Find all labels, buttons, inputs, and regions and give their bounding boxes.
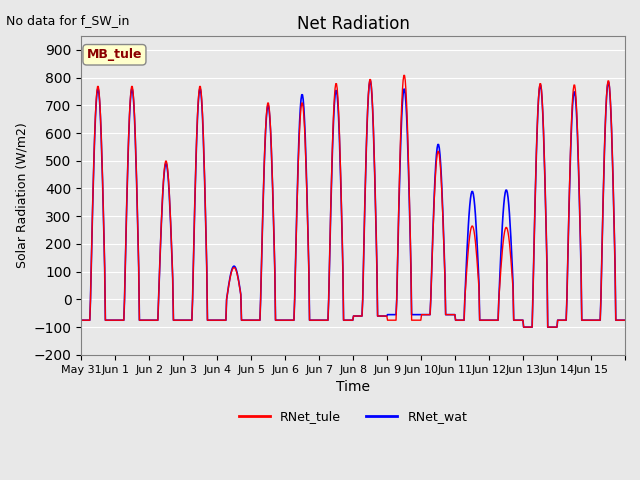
RNet_tule (400, 72, 408, 78)
RNet_wat (141, 317, 149, 323)
RNet_tule (141, 317, 149, 323)
RNet_tule (241, 317, 249, 323)
RNet_wat (440, 251, 448, 256)
RNet_tule (440, 253, 448, 259)
RNet_wat (621, 317, 629, 323)
Line: RNet_wat: RNet_wat (81, 81, 625, 327)
RNet_wat (77, 317, 85, 323)
RNet_wat (268, 165, 276, 170)
RNet_tule (520, 324, 527, 330)
X-axis label: Time: Time (336, 380, 370, 394)
RNet_tule (268, 163, 276, 168)
RNet_tule (289, 317, 296, 323)
RNet_wat (410, 312, 417, 318)
Y-axis label: Solar Radiation (W/m2): Solar Radiation (W/m2) (15, 122, 28, 268)
RNet_wat (289, 317, 296, 323)
Title: Net Radiation: Net Radiation (297, 15, 410, 33)
RNet_tule (410, 317, 417, 323)
RNet_tule (621, 317, 629, 323)
Line: RNet_tule: RNet_tule (81, 75, 625, 327)
RNet_wat (520, 324, 527, 330)
RNet_tule (77, 317, 85, 323)
RNet_wat (241, 317, 249, 323)
Text: No data for f_SW_in: No data for f_SW_in (6, 14, 130, 27)
RNet_wat (366, 78, 374, 84)
Text: MB_tule: MB_tule (86, 48, 142, 61)
Legend: RNet_tule, RNet_wat: RNet_tule, RNet_wat (234, 405, 472, 428)
